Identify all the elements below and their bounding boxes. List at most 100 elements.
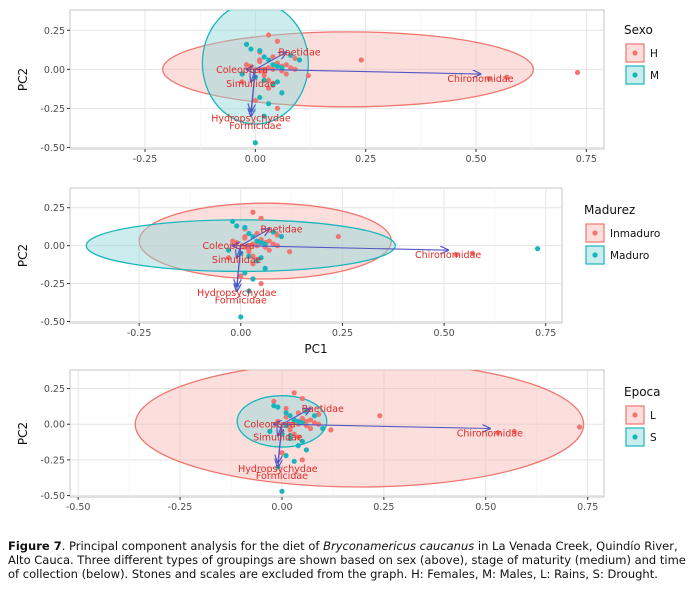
point-S bbox=[295, 443, 301, 449]
legend-key-dot-S bbox=[632, 434, 638, 440]
point-Inmaduro bbox=[469, 250, 476, 256]
point-S bbox=[267, 428, 273, 434]
y-tick-label: 0.00 bbox=[44, 420, 65, 431]
legend-label-Maduro: Maduro bbox=[610, 250, 649, 262]
point-L bbox=[291, 390, 297, 396]
legend-label-M: M bbox=[650, 70, 659, 82]
point-Inmaduro bbox=[258, 280, 264, 287]
point-Inmaduro bbox=[270, 241, 276, 247]
ellipse-M bbox=[201, 10, 309, 125]
point-S bbox=[299, 438, 305, 444]
loading-arrow-formicidae bbox=[237, 245, 241, 292]
x-tick-label: 0.50 bbox=[434, 328, 455, 339]
point-Maduro bbox=[254, 258, 260, 264]
loading-label-simuliidae: Simuliidae bbox=[212, 255, 262, 266]
x-tick-label: 0.75 bbox=[535, 328, 556, 339]
x-tick-label: 0.75 bbox=[576, 154, 597, 165]
point-S bbox=[311, 413, 318, 419]
point-M bbox=[261, 54, 267, 60]
legend-key-dot-Maduro bbox=[592, 252, 598, 258]
point-Inmaduro bbox=[266, 238, 272, 244]
legend-label-H: H bbox=[650, 48, 658, 60]
loading-arrow-chironomidae bbox=[255, 68, 480, 74]
point-Inmaduro bbox=[246, 246, 252, 252]
x-tick-label: 0.50 bbox=[465, 154, 486, 165]
point-L bbox=[511, 428, 517, 434]
loading-label-formicidae: Formicidae bbox=[215, 296, 267, 307]
point-M bbox=[248, 46, 254, 52]
loading-label-simuliidae: Simuliidae bbox=[226, 79, 276, 90]
legend-title: Madurez bbox=[584, 203, 635, 217]
plot-content: Baetidae Chironomidae Coleoptera Simuliidae… bbox=[85, 202, 541, 320]
point-H bbox=[305, 72, 311, 79]
x-tick-label: 0.25 bbox=[355, 154, 376, 165]
y-tick-label: -0.50 bbox=[40, 143, 65, 154]
loading-arrow-formicidae bbox=[251, 69, 256, 116]
y-tick-label: 0.00 bbox=[44, 65, 65, 76]
legend-key-dot-L bbox=[632, 412, 638, 418]
point-Maduro bbox=[254, 238, 260, 244]
point-H bbox=[257, 57, 263, 63]
x-tick-label: 0.25 bbox=[332, 328, 353, 339]
point-Maduro bbox=[278, 233, 285, 240]
chart-panel-2: Baetidae Chironomidae Coleoptera Simuliidae… bbox=[16, 187, 660, 356]
point-Inmaduro bbox=[286, 249, 293, 255]
legend-key-dot-M bbox=[632, 72, 638, 78]
chart-panel-3: Baetidae Chironomidae Coleoptera Simuliidae… bbox=[16, 369, 661, 513]
loading-label-chironomidae: Chironomidae bbox=[415, 250, 481, 261]
y-tick-label: 0.25 bbox=[44, 26, 65, 37]
point-H bbox=[265, 77, 272, 83]
point-Maduro bbox=[225, 247, 232, 253]
loading-label-baetidae: Baetidae bbox=[278, 48, 320, 59]
loading-label-coleoptera: Coleoptera bbox=[203, 241, 255, 252]
point-S bbox=[320, 425, 326, 432]
pca-figure: Baetidae Chironomidae Coleoptera Simuliidae… bbox=[16, 9, 661, 513]
plot-area bbox=[69, 187, 563, 324]
loading-arrow-chironomidae bbox=[281, 423, 490, 428]
point-S bbox=[283, 453, 289, 459]
point-S bbox=[287, 413, 293, 419]
point-L bbox=[311, 420, 318, 426]
point-Inmaduro bbox=[453, 252, 459, 258]
legend-title: Sexo bbox=[624, 23, 653, 37]
point-Maduro bbox=[270, 229, 276, 235]
y-tick-label: -0.50 bbox=[40, 491, 65, 502]
loading-label-hydropsychydae: Hydropsychydae bbox=[211, 113, 291, 124]
caption-text-after: in La Venada Creek, Quindío River, Alto … bbox=[8, 539, 686, 581]
x-tick-label: 0.50 bbox=[475, 502, 496, 513]
point-Maduro bbox=[262, 241, 268, 247]
point-M bbox=[261, 77, 267, 83]
x-tick-label: -0.50 bbox=[66, 502, 91, 513]
y-tick-label: 0.25 bbox=[44, 203, 65, 214]
y-tick-label: 0.25 bbox=[44, 384, 65, 395]
point-L bbox=[328, 427, 334, 433]
point-H bbox=[574, 69, 581, 76]
loading-label-hydropsychydae: Hydropsychydae bbox=[197, 288, 277, 299]
point-L bbox=[307, 425, 314, 432]
y-tick-label: 0.00 bbox=[44, 241, 65, 252]
point-M bbox=[279, 65, 285, 71]
point-L bbox=[377, 413, 383, 419]
point-S bbox=[283, 410, 289, 416]
loading-arrow-baetidae bbox=[281, 409, 311, 425]
legend-title: Epoca bbox=[624, 385, 661, 399]
point-Maduro bbox=[535, 246, 541, 252]
point-M bbox=[270, 82, 276, 88]
point-M bbox=[261, 113, 267, 119]
point-Maduro bbox=[246, 230, 252, 237]
x-tick-label: 0.00 bbox=[245, 154, 266, 165]
point-Maduro bbox=[242, 224, 248, 231]
y-tick-label: -0.25 bbox=[40, 455, 65, 466]
legend: Sexo HM bbox=[624, 23, 659, 85]
point-H bbox=[274, 105, 281, 111]
point-M bbox=[274, 63, 281, 69]
point-L bbox=[307, 417, 314, 423]
point-H bbox=[265, 32, 272, 38]
point-M bbox=[239, 71, 245, 77]
point-Inmaduro bbox=[258, 215, 264, 221]
plot-area bbox=[69, 9, 605, 150]
loading-arrow-baetidae bbox=[240, 229, 269, 247]
loading-label-hydropsychydae: Hydropsychydae bbox=[238, 464, 318, 475]
point-S bbox=[303, 447, 310, 453]
point-H bbox=[270, 54, 276, 60]
